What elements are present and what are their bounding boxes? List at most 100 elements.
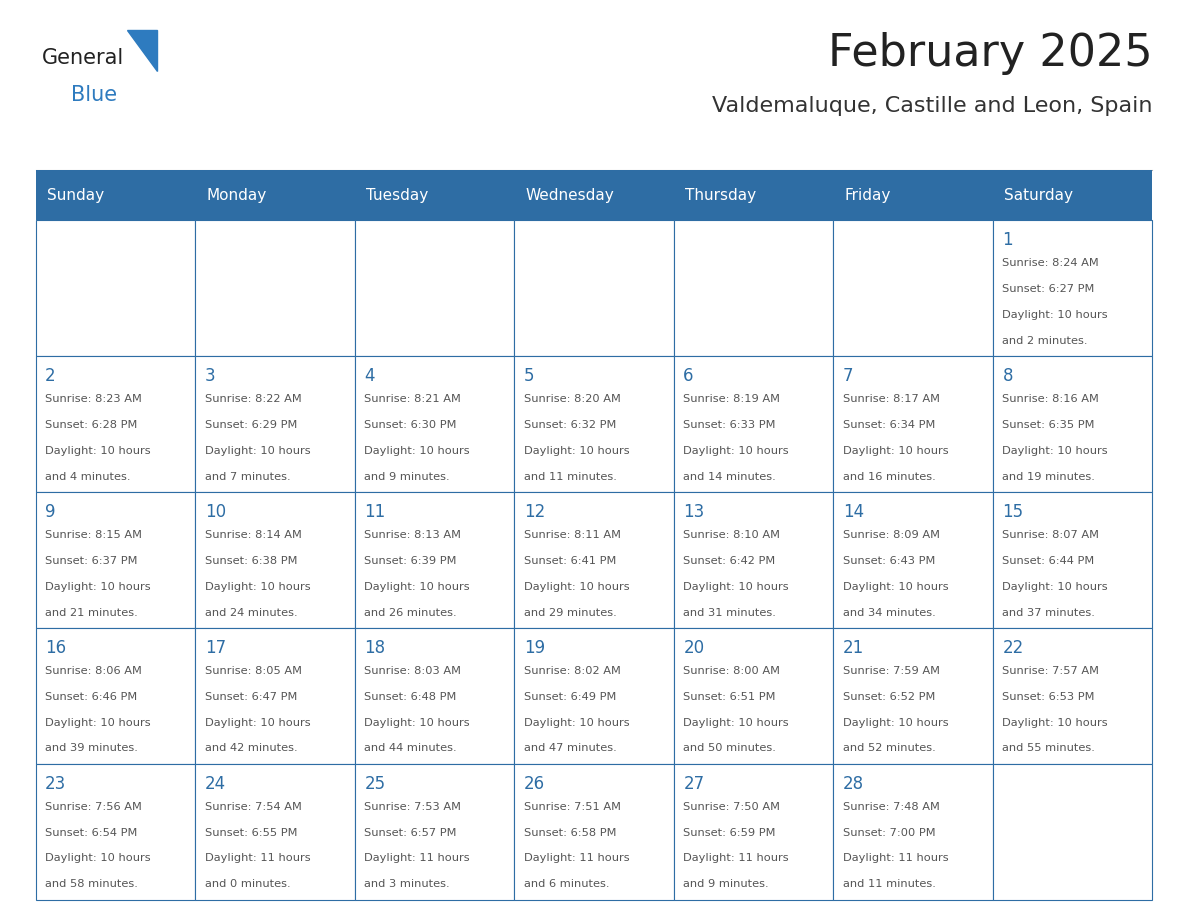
- Bar: [36, 170, 195, 220]
- Text: Sunset: 6:44 PM: Sunset: 6:44 PM: [1003, 556, 1094, 565]
- Text: and 55 minutes.: and 55 minutes.: [1003, 744, 1095, 754]
- Bar: [833, 220, 993, 356]
- Text: Sunrise: 8:11 AM: Sunrise: 8:11 AM: [524, 530, 621, 540]
- Text: February 2025: February 2025: [828, 32, 1152, 75]
- Text: Daylight: 10 hours: Daylight: 10 hours: [365, 718, 470, 728]
- Text: Daylight: 10 hours: Daylight: 10 hours: [1003, 582, 1108, 592]
- Bar: [993, 492, 1152, 628]
- Text: Sunset: 6:53 PM: Sunset: 6:53 PM: [1003, 692, 1095, 701]
- Text: Daylight: 10 hours: Daylight: 10 hours: [1003, 310, 1108, 320]
- Text: and 21 minutes.: and 21 minutes.: [45, 608, 138, 618]
- Text: Sunrise: 8:24 AM: Sunrise: 8:24 AM: [1003, 258, 1099, 268]
- Bar: [993, 220, 1152, 356]
- Text: Sunrise: 7:51 AM: Sunrise: 7:51 AM: [524, 801, 621, 812]
- Text: 18: 18: [365, 639, 385, 656]
- Bar: [993, 764, 1152, 900]
- Text: Daylight: 11 hours: Daylight: 11 hours: [365, 854, 470, 864]
- Text: Sunrise: 7:53 AM: Sunrise: 7:53 AM: [365, 801, 461, 812]
- Bar: [195, 628, 355, 764]
- Bar: [833, 764, 993, 900]
- Bar: [993, 628, 1152, 764]
- Text: Daylight: 10 hours: Daylight: 10 hours: [204, 582, 310, 592]
- Bar: [355, 356, 514, 492]
- Bar: [514, 764, 674, 900]
- Text: Daylight: 10 hours: Daylight: 10 hours: [842, 446, 948, 456]
- Text: 23: 23: [45, 775, 67, 792]
- Text: Friday: Friday: [845, 187, 891, 203]
- Bar: [514, 170, 674, 220]
- Bar: [674, 628, 833, 764]
- Text: Daylight: 10 hours: Daylight: 10 hours: [204, 446, 310, 456]
- Text: Valdemaluque, Castille and Leon, Spain: Valdemaluque, Castille and Leon, Spain: [712, 96, 1152, 117]
- Text: 20: 20: [683, 639, 704, 656]
- Text: 12: 12: [524, 503, 545, 521]
- Text: and 14 minutes.: and 14 minutes.: [683, 472, 776, 482]
- Bar: [833, 492, 993, 628]
- Text: 9: 9: [45, 503, 56, 521]
- Text: Daylight: 10 hours: Daylight: 10 hours: [683, 446, 789, 456]
- Text: 27: 27: [683, 775, 704, 792]
- Text: Daylight: 11 hours: Daylight: 11 hours: [204, 854, 310, 864]
- Text: Sunset: 6:51 PM: Sunset: 6:51 PM: [683, 692, 776, 701]
- Text: Sunset: 6:54 PM: Sunset: 6:54 PM: [45, 828, 138, 837]
- Text: and 3 minutes.: and 3 minutes.: [365, 879, 450, 890]
- Text: Blue: Blue: [71, 85, 118, 106]
- Bar: [674, 492, 833, 628]
- Text: 5: 5: [524, 367, 535, 385]
- Text: Daylight: 10 hours: Daylight: 10 hours: [842, 718, 948, 728]
- Text: and 9 minutes.: and 9 minutes.: [683, 879, 769, 890]
- Text: Sunrise: 7:50 AM: Sunrise: 7:50 AM: [683, 801, 781, 812]
- Text: Sunset: 6:28 PM: Sunset: 6:28 PM: [45, 420, 138, 430]
- Text: General: General: [42, 48, 124, 68]
- Text: Daylight: 10 hours: Daylight: 10 hours: [45, 582, 151, 592]
- Text: Sunrise: 7:56 AM: Sunrise: 7:56 AM: [45, 801, 143, 812]
- Text: Sunrise: 8:21 AM: Sunrise: 8:21 AM: [365, 394, 461, 404]
- Text: Sunrise: 8:07 AM: Sunrise: 8:07 AM: [1003, 530, 1099, 540]
- Text: Sunday: Sunday: [46, 187, 103, 203]
- Text: and 31 minutes.: and 31 minutes.: [683, 608, 776, 618]
- Text: Sunset: 6:48 PM: Sunset: 6:48 PM: [365, 692, 456, 701]
- Text: Sunset: 6:47 PM: Sunset: 6:47 PM: [204, 692, 297, 701]
- Text: Saturday: Saturday: [1004, 187, 1073, 203]
- Text: Daylight: 10 hours: Daylight: 10 hours: [365, 582, 470, 592]
- Bar: [674, 356, 833, 492]
- Text: 14: 14: [842, 503, 864, 521]
- Text: 24: 24: [204, 775, 226, 792]
- Text: Sunset: 6:32 PM: Sunset: 6:32 PM: [524, 420, 617, 430]
- Text: Daylight: 10 hours: Daylight: 10 hours: [45, 718, 151, 728]
- Text: and 0 minutes.: and 0 minutes.: [204, 879, 290, 890]
- Bar: [36, 356, 195, 492]
- Text: Sunset: 6:38 PM: Sunset: 6:38 PM: [204, 556, 297, 565]
- Text: 19: 19: [524, 639, 545, 656]
- Text: and 11 minutes.: and 11 minutes.: [842, 879, 936, 890]
- Text: Daylight: 10 hours: Daylight: 10 hours: [524, 446, 630, 456]
- Text: Sunrise: 8:00 AM: Sunrise: 8:00 AM: [683, 666, 781, 676]
- Bar: [355, 220, 514, 356]
- Text: Daylight: 10 hours: Daylight: 10 hours: [524, 718, 630, 728]
- Text: Sunset: 6:39 PM: Sunset: 6:39 PM: [365, 556, 456, 565]
- Bar: [355, 764, 514, 900]
- Text: Daylight: 11 hours: Daylight: 11 hours: [524, 854, 630, 864]
- Text: Daylight: 10 hours: Daylight: 10 hours: [524, 582, 630, 592]
- Text: Sunset: 6:30 PM: Sunset: 6:30 PM: [365, 420, 456, 430]
- Text: and 7 minutes.: and 7 minutes.: [204, 472, 290, 482]
- Text: 13: 13: [683, 503, 704, 521]
- Text: and 29 minutes.: and 29 minutes.: [524, 608, 617, 618]
- Text: Sunset: 6:33 PM: Sunset: 6:33 PM: [683, 420, 776, 430]
- Text: and 34 minutes.: and 34 minutes.: [842, 608, 936, 618]
- Bar: [36, 628, 195, 764]
- Text: Wednesday: Wednesday: [525, 187, 614, 203]
- Text: Sunrise: 8:09 AM: Sunrise: 8:09 AM: [842, 530, 940, 540]
- Text: Sunset: 6:41 PM: Sunset: 6:41 PM: [524, 556, 617, 565]
- Text: Sunrise: 8:16 AM: Sunrise: 8:16 AM: [1003, 394, 1099, 404]
- Text: Thursday: Thursday: [685, 187, 756, 203]
- Text: Sunset: 6:58 PM: Sunset: 6:58 PM: [524, 828, 617, 837]
- Text: 11: 11: [365, 503, 386, 521]
- Bar: [36, 764, 195, 900]
- Text: Sunset: 6:46 PM: Sunset: 6:46 PM: [45, 692, 138, 701]
- Text: Sunset: 6:42 PM: Sunset: 6:42 PM: [683, 556, 776, 565]
- Text: and 24 minutes.: and 24 minutes.: [204, 608, 297, 618]
- Text: 2: 2: [45, 367, 56, 385]
- Bar: [195, 492, 355, 628]
- Text: Sunrise: 8:02 AM: Sunrise: 8:02 AM: [524, 666, 620, 676]
